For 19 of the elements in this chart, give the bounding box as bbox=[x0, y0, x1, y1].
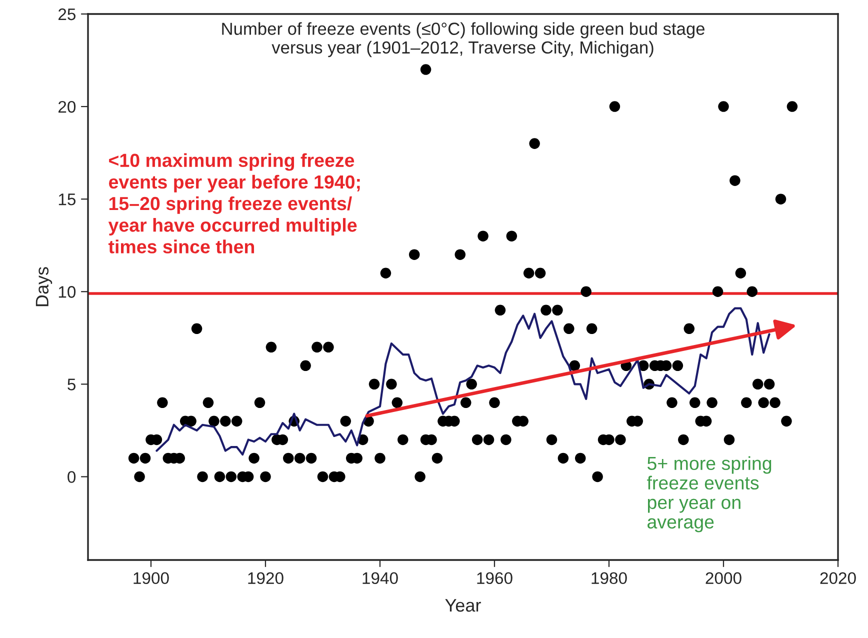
y-tick-label: 0 bbox=[68, 471, 76, 483]
y-tick-label: 5 bbox=[68, 378, 76, 390]
x-tick-label: 1980 bbox=[592, 572, 627, 584]
y-tick-label: 25 bbox=[58, 8, 76, 20]
line-series bbox=[156, 307, 770, 456]
x-axis-title: Year bbox=[445, 599, 481, 612]
x-tick-label: 2020 bbox=[820, 572, 856, 584]
annotation: <10 maximum spring freeze events per year before 1940; 15–20 spring freeze events/ year have occurred multiple times since then bbox=[108, 153, 360, 254]
y-tick-label: 15 bbox=[58, 194, 76, 206]
text: Number of freeze events (≤0°C) following side green bud stage versus year (1901–2012, Traverse City, Michigan) bbox=[222, 22, 704, 58]
y-tick-label: 10 bbox=[58, 286, 76, 298]
y-axis-title: Days bbox=[36, 267, 52, 306]
x-tick-label: 1900 bbox=[134, 572, 169, 584]
x-tick-label: 2000 bbox=[706, 572, 742, 584]
x-tick-label: 1960 bbox=[477, 572, 512, 584]
y-tick-label: 20 bbox=[58, 100, 76, 113]
x-tick-label: 1940 bbox=[362, 572, 398, 584]
annotation: 5+ more spring freeze events per year on average bbox=[647, 456, 772, 532]
x-tick-label: 1920 bbox=[248, 572, 284, 584]
